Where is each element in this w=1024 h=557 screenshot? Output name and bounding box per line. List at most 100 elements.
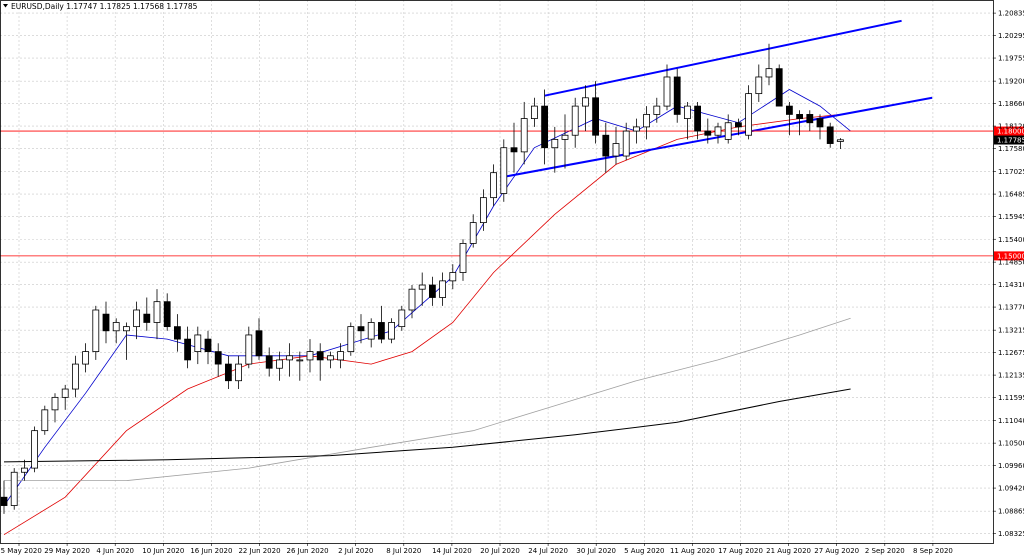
- price-tick-label: 1.12675: [998, 349, 1024, 357]
- candle-bullish: [520, 118, 528, 153]
- candle-bullish: [245, 334, 253, 365]
- candle-bullish: [663, 76, 671, 107]
- candle-bearish: [775, 68, 783, 107]
- time-tick-label: 22 Jun 2020: [238, 547, 280, 555]
- time-tick-label: 2 Jul 2020: [338, 547, 373, 555]
- candle-bearish: [541, 105, 548, 149]
- time-tick-label: 25 May 2020: [0, 547, 42, 555]
- chart-header: EURUSD,Daily 1.17747 1.17825 1.17568 1.1…: [3, 2, 198, 11]
- channel-line[interactable]: [544, 19, 902, 97]
- candle-bullish: [92, 309, 100, 352]
- candle-bearish: [173, 326, 181, 340]
- candle-bullish: [133, 309, 141, 328]
- candle-bullish: [82, 351, 89, 365]
- level-badge: [994, 126, 1024, 136]
- candle-bullish: [724, 122, 732, 140]
- candle-bullish: [286, 355, 294, 361]
- candle-bullish: [459, 243, 467, 273]
- time-tick-label: 26 Jun 2020: [287, 547, 329, 555]
- time-tick-label: 30 Jul 2020: [576, 547, 616, 555]
- candle-bullish: [41, 409, 49, 432]
- candle-bearish: [316, 351, 324, 361]
- candle-bullish: [765, 68, 773, 78]
- candle-bearish: [796, 114, 803, 119]
- time-tick-label: 11 Aug 2020: [670, 547, 715, 555]
- candle-bullish: [296, 359, 304, 362]
- price-tick-label: 1.11595: [998, 394, 1024, 402]
- candle-bullish: [490, 172, 498, 199]
- candle-bearish: [224, 363, 232, 382]
- moving-average-line: [3, 388, 851, 463]
- candle-bullish: [153, 301, 161, 323]
- time-tick-label: 27 Aug 2020: [814, 547, 859, 555]
- price-tick-label: 1.16485: [998, 191, 1024, 199]
- candle-bullish: [20, 467, 28, 473]
- candle-bearish: [826, 126, 834, 144]
- candle-bullish: [449, 272, 457, 282]
- time-tick-label: 24 Jul 2020: [528, 547, 568, 555]
- candle-bullish: [398, 309, 406, 328]
- time-tick-label: 2 Sep 2020: [865, 547, 905, 555]
- candle-bearish: [143, 313, 151, 323]
- candle-bullish: [418, 284, 426, 290]
- candle-bullish: [571, 105, 579, 136]
- time-tick-label: 4 Jun 2020: [96, 547, 134, 555]
- candle-bearish: [816, 118, 824, 128]
- time-tick-label: 5 Aug 2020: [624, 547, 664, 555]
- candle-bullish: [837, 139, 844, 142]
- current-price-badge: [994, 135, 1024, 145]
- candle-bearish: [428, 284, 436, 298]
- candle-bearish: [510, 147, 518, 153]
- time-tick-label: 10 Jun 2020: [142, 547, 184, 555]
- time-tick-label: 14 Jul 2020: [432, 547, 472, 555]
- candle-bullish: [684, 105, 691, 119]
- candle-bullish: [633, 126, 640, 132]
- price-tick-label: 1.12135: [998, 372, 1024, 380]
- grid: [0, 0, 993, 543]
- candle-bullish: [337, 351, 345, 361]
- time-axis: 25 May 2020 29 May 2020 4 Jun 2020 10 Jun 2…: [0, 543, 953, 555]
- candle-bearish: [694, 105, 701, 132]
- candle-bullish: [31, 430, 39, 469]
- price-tick-label: 1.14310: [998, 281, 1024, 289]
- level-badge-label: 1.15000: [997, 252, 1024, 260]
- price-tick-label: 1.19755: [998, 55, 1024, 63]
- candle-bullish: [582, 97, 589, 107]
- level-badge: [994, 251, 1024, 261]
- candle-bullish: [643, 114, 650, 128]
- candle-bearish: [204, 338, 212, 352]
- price-tick-label: 1.09960: [998, 462, 1024, 470]
- candle-bullish: [479, 197, 487, 224]
- price-tick-label: 1.18120: [998, 123, 1024, 131]
- price-tick-label: 1.09420: [998, 485, 1024, 493]
- candle-bullish: [123, 326, 130, 332]
- chart-frame: [0, 0, 994, 544]
- candle-bearish: [214, 351, 222, 365]
- time-tick-label: 8 Sep 2020: [913, 547, 953, 555]
- candle-bearish: [265, 355, 273, 369]
- price-tick-label: 1.20835: [998, 10, 1024, 18]
- time-tick-label: 8 Jul 2020: [386, 547, 421, 555]
- horizontal-levels: 1.18000 1.15000: [0, 126, 1024, 261]
- menu-triangle-icon[interactable]: [3, 4, 8, 8]
- price-axis: 1.20835 1.20295 1.19755 1.19200 1.18660 1.181…: [993, 10, 1024, 538]
- price-tick-label: 1.13215: [998, 327, 1024, 335]
- candle-bearish: [673, 76, 681, 115]
- price-tick-label: 1.17025: [998, 168, 1024, 176]
- price-tick-label: 1.17580: [998, 145, 1024, 153]
- candle-bearish: [806, 114, 814, 124]
- candle-bullish: [714, 126, 722, 136]
- time-tick-label: 20 Jul 2020: [480, 547, 520, 555]
- candle-bearish: [357, 326, 365, 332]
- candle-bullish: [408, 288, 416, 311]
- price-tick-label: 1.10500: [998, 440, 1024, 448]
- candle-bullish: [10, 471, 18, 506]
- candle-bullish: [347, 326, 355, 352]
- candle-bearish: [704, 130, 712, 136]
- candle-bearish: [592, 97, 599, 136]
- candle-bullish: [500, 147, 508, 194]
- trend-channel: [503, 19, 933, 178]
- candle-bullish: [745, 93, 752, 136]
